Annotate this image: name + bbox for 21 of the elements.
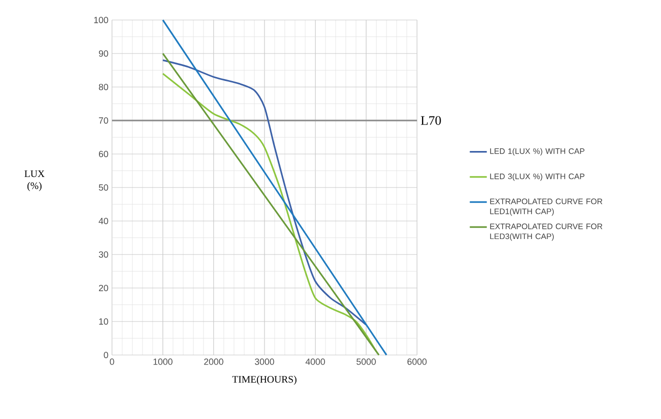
x-axis-title: TIME(HOURS): [232, 376, 296, 385]
ref-line-label: L70: [420, 116, 441, 125]
y-axis-title: LUX (%): [24, 170, 45, 192]
y-tick-label: 70: [98, 117, 108, 124]
y-tick-label: 60: [98, 150, 108, 158]
y-tick-label: 10: [99, 318, 108, 325]
x-tick-label: 1000: [154, 358, 172, 365]
x-tick-label: 5000: [356, 358, 376, 365]
x-tick-label: 0: [110, 358, 114, 365]
x-tick-label: 6000: [407, 358, 427, 365]
y-tick-label: 0: [104, 352, 108, 358]
y-tick-label: 80: [98, 84, 108, 90]
x-tick-label: 4000: [306, 358, 325, 365]
y-tick-label: 100: [94, 16, 108, 24]
y-tick-label: 30: [98, 251, 108, 258]
x-tick-label: 3000: [254, 358, 274, 365]
y-tick-label: 50: [98, 184, 108, 191]
y-tick-label: 20: [98, 284, 108, 292]
y-tick-label: 40: [98, 218, 108, 224]
x-tick-label: 2000: [204, 358, 224, 365]
y-tick-label: 90: [98, 50, 108, 57]
